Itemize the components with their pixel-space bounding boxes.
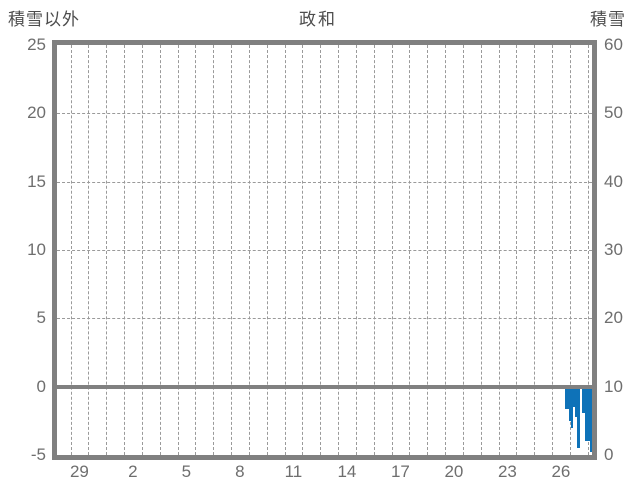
x-axis-tick-label: 17 — [390, 462, 410, 481]
x-axis-tick-label: 26 — [551, 462, 571, 481]
left-axis-tick-label: 10 — [27, 240, 46, 259]
left-axis-tick-labels: 25 20 15 10 5 0 -5 — [0, 0, 46, 501]
right-axis-tick-label: 10 — [604, 376, 623, 396]
left-axis-tick-label: 5 — [36, 308, 46, 328]
left-axis-tick-label: 15 — [27, 171, 46, 191]
right-axis-tick-label: 60 — [604, 35, 623, 54]
x-axis-tick-labels: 29 2 5 8 11 14 17 20 23 26 — [0, 462, 636, 484]
snow-bar — [582, 387, 585, 413]
snow-bar — [575, 387, 577, 417]
snow-bar — [573, 387, 575, 407]
x-axis-tick-label: 5 — [181, 462, 192, 481]
left-axis-tick-label: 20 — [27, 103, 46, 123]
value-gridline — [57, 318, 592, 320]
x-axis-tick-label: 29 — [69, 462, 89, 481]
zero-baseline — [57, 384, 592, 389]
x-axis-tick-label: 2 — [128, 462, 138, 481]
left-axis-title: 積雪以外 — [8, 10, 80, 29]
snow-bar — [585, 387, 590, 441]
right-axis-tick-label: 0 — [604, 445, 614, 464]
right-axis-tick-labels: 60 50 40 30 20 10 0 — [604, 0, 636, 501]
x-axis-tick-label: 23 — [497, 462, 517, 481]
value-gridline — [57, 250, 592, 251]
x-axis-tick-label: 14 — [337, 462, 357, 481]
left-axis-tick-label: 25 — [27, 35, 46, 54]
value-gridline — [57, 113, 592, 115]
snow-bar — [590, 387, 592, 452]
left-axis-tick-label: 0 — [36, 376, 46, 396]
right-axis-tick-label: 50 — [604, 103, 623, 123]
right-axis-tick-label: 20 — [604, 308, 623, 328]
right-axis-tick-label: 30 — [604, 240, 623, 259]
snow-bar — [577, 387, 580, 448]
chart-title: 政和 — [299, 10, 337, 29]
value-gridline — [57, 181, 592, 183]
right-axis-tick-label: 40 — [604, 171, 623, 191]
snow-bar — [571, 387, 573, 428]
plot-area — [57, 45, 592, 455]
snow-bar — [565, 387, 569, 409]
x-axis-tick-label: 8 — [235, 462, 245, 481]
snow-bar — [569, 387, 571, 421]
x-axis-tick-label: 20 — [444, 462, 464, 481]
x-axis-tick-label: 11 — [284, 462, 303, 481]
right-axis-title: 積雪 — [590, 10, 626, 29]
left-axis-tick-label: -5 — [30, 445, 46, 464]
